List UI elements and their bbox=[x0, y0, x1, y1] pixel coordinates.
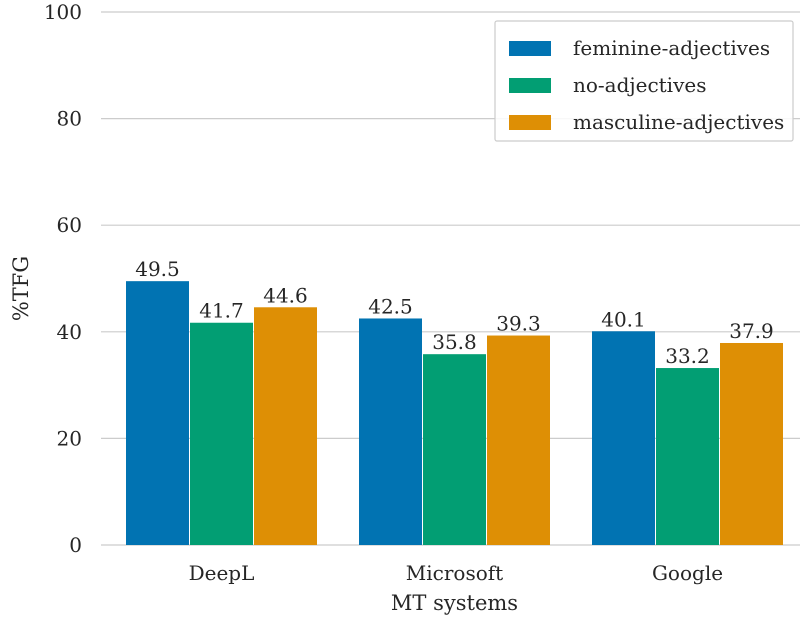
x-tick-label: Microsoft bbox=[406, 561, 503, 585]
bar-feminine-adjectives-google bbox=[592, 331, 655, 545]
bar-masculine-adjectives-google bbox=[720, 342, 783, 545]
bars bbox=[126, 281, 783, 545]
bar-no-adjectives-google bbox=[656, 368, 719, 545]
legend-swatch bbox=[509, 78, 551, 93]
y-tick-label: 100 bbox=[44, 0, 82, 24]
bar-feminine-adjectives-microsoft bbox=[359, 318, 422, 545]
data-label: 40.1 bbox=[601, 307, 646, 331]
data-label: 49.5 bbox=[135, 257, 180, 281]
data-label: 42.5 bbox=[368, 294, 413, 318]
data-label: 33.2 bbox=[665, 344, 710, 368]
y-tick-label: 80 bbox=[57, 107, 82, 131]
y-axis-label: %TFG bbox=[9, 256, 33, 321]
bar-no-adjectives-microsoft bbox=[423, 354, 486, 545]
legend-label: feminine-adjectives bbox=[573, 36, 770, 60]
x-tick-label: DeepL bbox=[189, 561, 255, 585]
x-axis-ticks: DeepL Microsoft Google bbox=[189, 561, 723, 585]
legend-box bbox=[494, 20, 794, 142]
data-label: 35.8 bbox=[432, 330, 477, 354]
data-label: 37.9 bbox=[729, 319, 774, 343]
bar-feminine-adjectives-deepl bbox=[126, 281, 189, 545]
y-axis-ticks: 0 20 40 60 80 100 bbox=[44, 0, 82, 557]
x-tick-label: Google bbox=[652, 561, 723, 585]
legend-label: masculine-adjectives bbox=[573, 110, 784, 134]
y-tick-label: 0 bbox=[69, 533, 82, 557]
bar-no-adjectives-deepl bbox=[190, 322, 253, 545]
legend-label: no-adjectives bbox=[573, 73, 706, 97]
data-labels: 49.5 41.7 44.6 42.5 35.8 39.3 40.1 33.2 37.9 bbox=[135, 257, 774, 368]
data-label: 39.3 bbox=[496, 312, 541, 336]
x-axis-label: MT systems bbox=[391, 591, 518, 615]
bar-masculine-adjectives-deepl bbox=[254, 307, 317, 545]
data-label: 41.7 bbox=[199, 299, 244, 323]
y-tick-label: 60 bbox=[57, 213, 82, 237]
y-tick-label: 40 bbox=[57, 320, 82, 344]
legend-swatch bbox=[509, 41, 551, 56]
legend-swatch bbox=[509, 115, 551, 130]
y-tick-label: 20 bbox=[57, 426, 82, 450]
legend: feminine-adjectives no-adjectives masculin… bbox=[494, 20, 794, 142]
data-label: 44.6 bbox=[263, 283, 308, 307]
bar-masculine-adjectives-microsoft bbox=[487, 335, 550, 545]
